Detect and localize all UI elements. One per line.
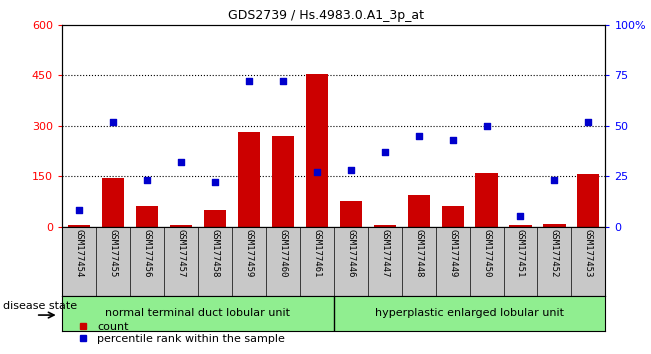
Bar (510, 225, 531, 227)
Bar (340, 201, 362, 227)
Bar (68, 225, 90, 227)
Point (346, 167, 356, 173)
Point (210, 179, 220, 185)
Text: GSM177457: GSM177457 (176, 229, 186, 277)
Text: GSM177450: GSM177450 (482, 229, 491, 277)
Bar (170, 225, 192, 227)
Text: GSM177458: GSM177458 (210, 229, 219, 277)
Text: GSM177453: GSM177453 (584, 229, 593, 277)
Text: GSM177448: GSM177448 (414, 229, 423, 277)
Point (141, 177, 152, 183)
Point (583, 119, 594, 125)
Bar (238, 132, 260, 227)
Text: normal terminal duct lobular unit: normal terminal duct lobular unit (105, 308, 290, 318)
Text: GSM177451: GSM177451 (516, 229, 525, 277)
Text: GSM177452: GSM177452 (550, 229, 559, 277)
Text: GSM177447: GSM177447 (380, 229, 389, 277)
Bar (102, 178, 124, 227)
Point (413, 133, 424, 139)
Point (176, 159, 186, 165)
Text: GSM177446: GSM177446 (346, 229, 355, 277)
Point (380, 149, 390, 155)
Text: disease state: disease state (3, 301, 77, 311)
Text: GSM177460: GSM177460 (278, 229, 287, 277)
Point (277, 79, 288, 84)
Text: GSM177449: GSM177449 (448, 229, 457, 277)
Legend: count, percentile rank within the sample: count, percentile rank within the sample (68, 317, 290, 348)
Bar (408, 195, 430, 227)
Bar (271, 136, 294, 227)
Point (481, 123, 492, 129)
Bar (374, 225, 396, 227)
Text: GSM177461: GSM177461 (312, 229, 321, 277)
Point (516, 213, 526, 219)
Point (243, 79, 254, 84)
Text: hyperplastic enlarged lobular unit: hyperplastic enlarged lobular unit (375, 308, 564, 318)
Point (74, 207, 84, 213)
Text: GDS2739 / Hs.4983.0.A1_3p_at: GDS2739 / Hs.4983.0.A1_3p_at (227, 9, 424, 22)
Text: GSM177455: GSM177455 (108, 229, 117, 277)
Point (107, 119, 118, 125)
Text: GSM177459: GSM177459 (244, 229, 253, 277)
Bar (136, 206, 158, 227)
Point (311, 169, 322, 175)
Bar (305, 74, 327, 227)
Bar (441, 206, 464, 227)
Bar (544, 224, 566, 227)
Point (447, 137, 458, 143)
Bar (577, 175, 600, 227)
Bar (475, 173, 497, 227)
Text: GSM177454: GSM177454 (74, 229, 83, 277)
Bar (204, 210, 226, 227)
Point (549, 177, 560, 183)
Text: GSM177456: GSM177456 (143, 229, 151, 277)
